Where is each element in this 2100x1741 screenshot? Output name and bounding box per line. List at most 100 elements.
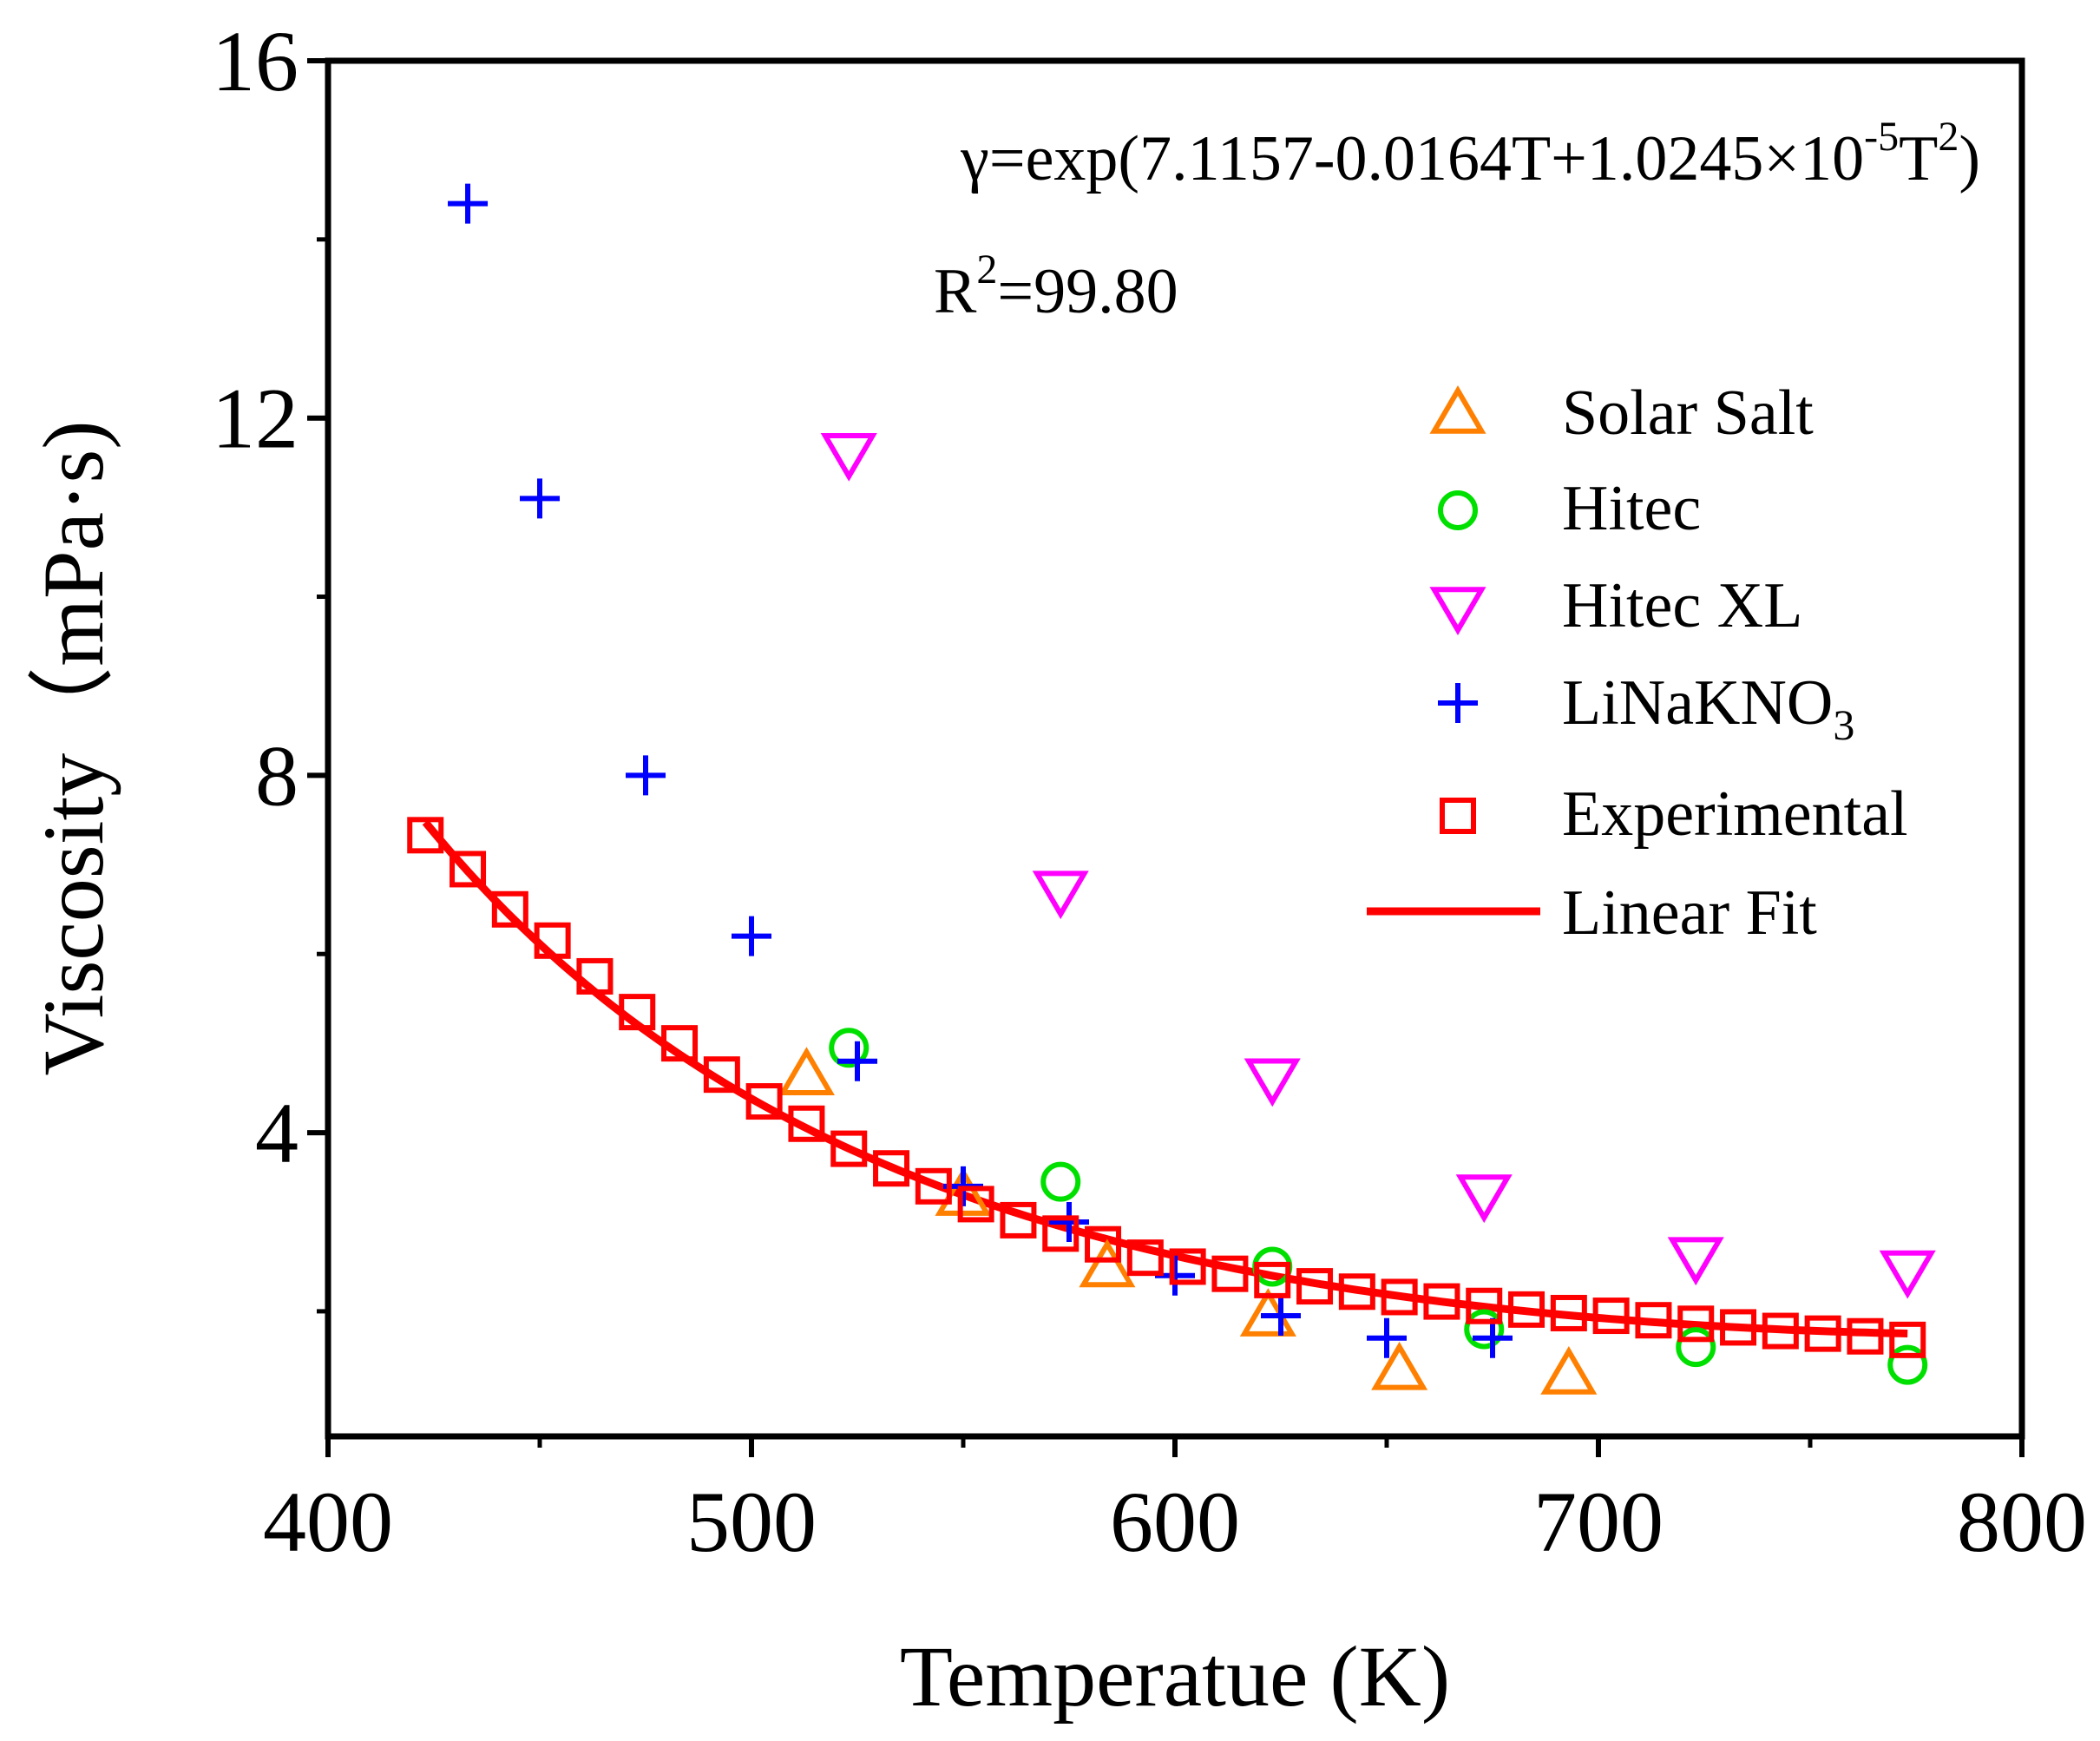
series-experimental xyxy=(407,817,1926,1358)
data-point xyxy=(661,1025,699,1062)
data-point xyxy=(491,890,528,928)
x-tick-label: 600 xyxy=(1110,1474,1240,1570)
legend: Solar Salt Hitec Hitec XL LiNaKNO3 Exper… xyxy=(1367,378,1908,949)
data-point xyxy=(520,478,560,519)
data-point xyxy=(1473,1317,1513,1358)
data-point xyxy=(1540,1346,1598,1395)
data-point xyxy=(1254,1261,1291,1298)
x-tick-label: 700 xyxy=(1533,1474,1664,1570)
legend-label-linaknO3: LiNaKNO3 xyxy=(1562,667,1854,749)
data-point xyxy=(1508,1291,1545,1328)
data-point xyxy=(1000,1201,1037,1238)
data-point xyxy=(1371,1341,1428,1390)
data-point xyxy=(1126,1239,1164,1277)
data-point xyxy=(619,994,656,1031)
x-axis-title: Temperatue (K) xyxy=(900,1628,1450,1725)
data-point xyxy=(1296,1268,1334,1305)
legend-label-experimental: Experimental xyxy=(1562,779,1908,850)
data-point xyxy=(873,1150,910,1187)
data-point xyxy=(1423,1283,1460,1320)
series-hitec-xl xyxy=(820,433,1936,1299)
equation-exponent-2: 2 xyxy=(1938,114,1959,160)
legend-label-hitec: Hitec xyxy=(1562,473,1701,544)
y-tick-label: 12 xyxy=(212,371,299,467)
data-point xyxy=(820,433,877,482)
legend-label-hitec-xl: Hitec XL xyxy=(1562,570,1802,641)
r2-exponent: 2 xyxy=(976,246,997,292)
data-point xyxy=(1889,1321,1926,1358)
data-point xyxy=(778,1047,835,1095)
y-tick-label: 16 xyxy=(212,13,299,109)
data-point xyxy=(703,1056,740,1094)
data-point xyxy=(1847,1317,1884,1355)
data-point xyxy=(1338,1273,1375,1311)
fit-layer xyxy=(422,819,1908,1337)
legend-marker-linakno3 xyxy=(1438,683,1478,723)
data-point xyxy=(1667,1237,1724,1286)
axis-ticks xyxy=(307,58,2025,1457)
data-point xyxy=(1079,1238,1136,1288)
data-point xyxy=(450,851,487,888)
equation-exponent: -5 xyxy=(1864,114,1899,160)
data-point xyxy=(1550,1294,1587,1331)
data-point xyxy=(1804,1315,1841,1352)
data-point xyxy=(534,922,571,959)
data-point xyxy=(1762,1312,1799,1350)
data-point xyxy=(1879,1250,1936,1299)
data-point xyxy=(1032,870,1089,920)
legend-marker-experimental xyxy=(1440,798,1476,834)
data-point xyxy=(626,755,666,796)
y-tick-label: 4 xyxy=(255,1085,299,1181)
legend-label-linakno3-sub: 3 xyxy=(1833,700,1854,749)
data-points xyxy=(407,183,1936,1395)
data-point xyxy=(1677,1305,1715,1343)
data-point xyxy=(830,1130,868,1167)
data-point xyxy=(1261,1296,1301,1337)
legend-icons xyxy=(1367,385,1540,916)
data-point xyxy=(1887,1344,1928,1385)
r-squared: R2=99.80 xyxy=(934,246,1178,327)
x-tick-labels: 400 500 600 700 800 xyxy=(263,1474,2087,1570)
data-point xyxy=(1169,1248,1206,1285)
fit-equation: γ=exp(7.1157-0.0164T+1.0245×10-5T2) xyxy=(960,114,1980,194)
data-point xyxy=(1367,1317,1407,1358)
fit-curve xyxy=(422,819,1908,1337)
data-point xyxy=(1085,1225,1122,1263)
series-hitec xyxy=(829,1028,1928,1385)
legend-label-linakno3-base: LiNaKNO xyxy=(1562,667,1833,739)
data-point xyxy=(957,1186,994,1223)
r2-suffix: =99.80 xyxy=(997,256,1178,327)
data-point xyxy=(448,183,489,224)
data-point xyxy=(1455,1174,1513,1224)
series-linakno3 xyxy=(448,183,1513,1358)
data-point xyxy=(837,1041,877,1081)
data-point xyxy=(1049,1201,1089,1242)
equation-prefix: γ=exp(7.1157-0.0164T+1.0245×10 xyxy=(960,123,1864,194)
data-point xyxy=(1676,1327,1716,1368)
data-point xyxy=(1042,1215,1080,1252)
data-point xyxy=(1244,1058,1301,1107)
legend-label-linear-fit: Linear Fit xyxy=(1562,877,1817,949)
data-point xyxy=(1635,1302,1672,1339)
data-point xyxy=(1381,1278,1418,1316)
data-point xyxy=(788,1105,825,1142)
x-tick-label: 500 xyxy=(686,1474,817,1570)
legend-marker-solar-salt xyxy=(1429,385,1486,434)
data-point xyxy=(407,817,444,854)
legend-label-solar-salt: Solar Salt xyxy=(1562,378,1814,449)
equation-suffix: ) xyxy=(1959,123,1980,194)
equation-variable: T xyxy=(1899,123,1938,194)
data-point xyxy=(1211,1255,1249,1292)
data-point xyxy=(576,957,614,995)
legend-marker-hitec-xl xyxy=(1429,587,1486,635)
x-tick-label: 800 xyxy=(1957,1474,2087,1570)
r2-prefix: R xyxy=(934,256,977,327)
legend-marker-hitec xyxy=(1438,490,1478,530)
data-point xyxy=(745,1083,783,1120)
data-point xyxy=(1464,1309,1505,1350)
data-point xyxy=(829,1028,870,1068)
data-point xyxy=(1720,1309,1757,1346)
data-point xyxy=(1592,1298,1630,1335)
y-axis-title: Viscosity（mPa·s) xyxy=(25,420,121,1075)
